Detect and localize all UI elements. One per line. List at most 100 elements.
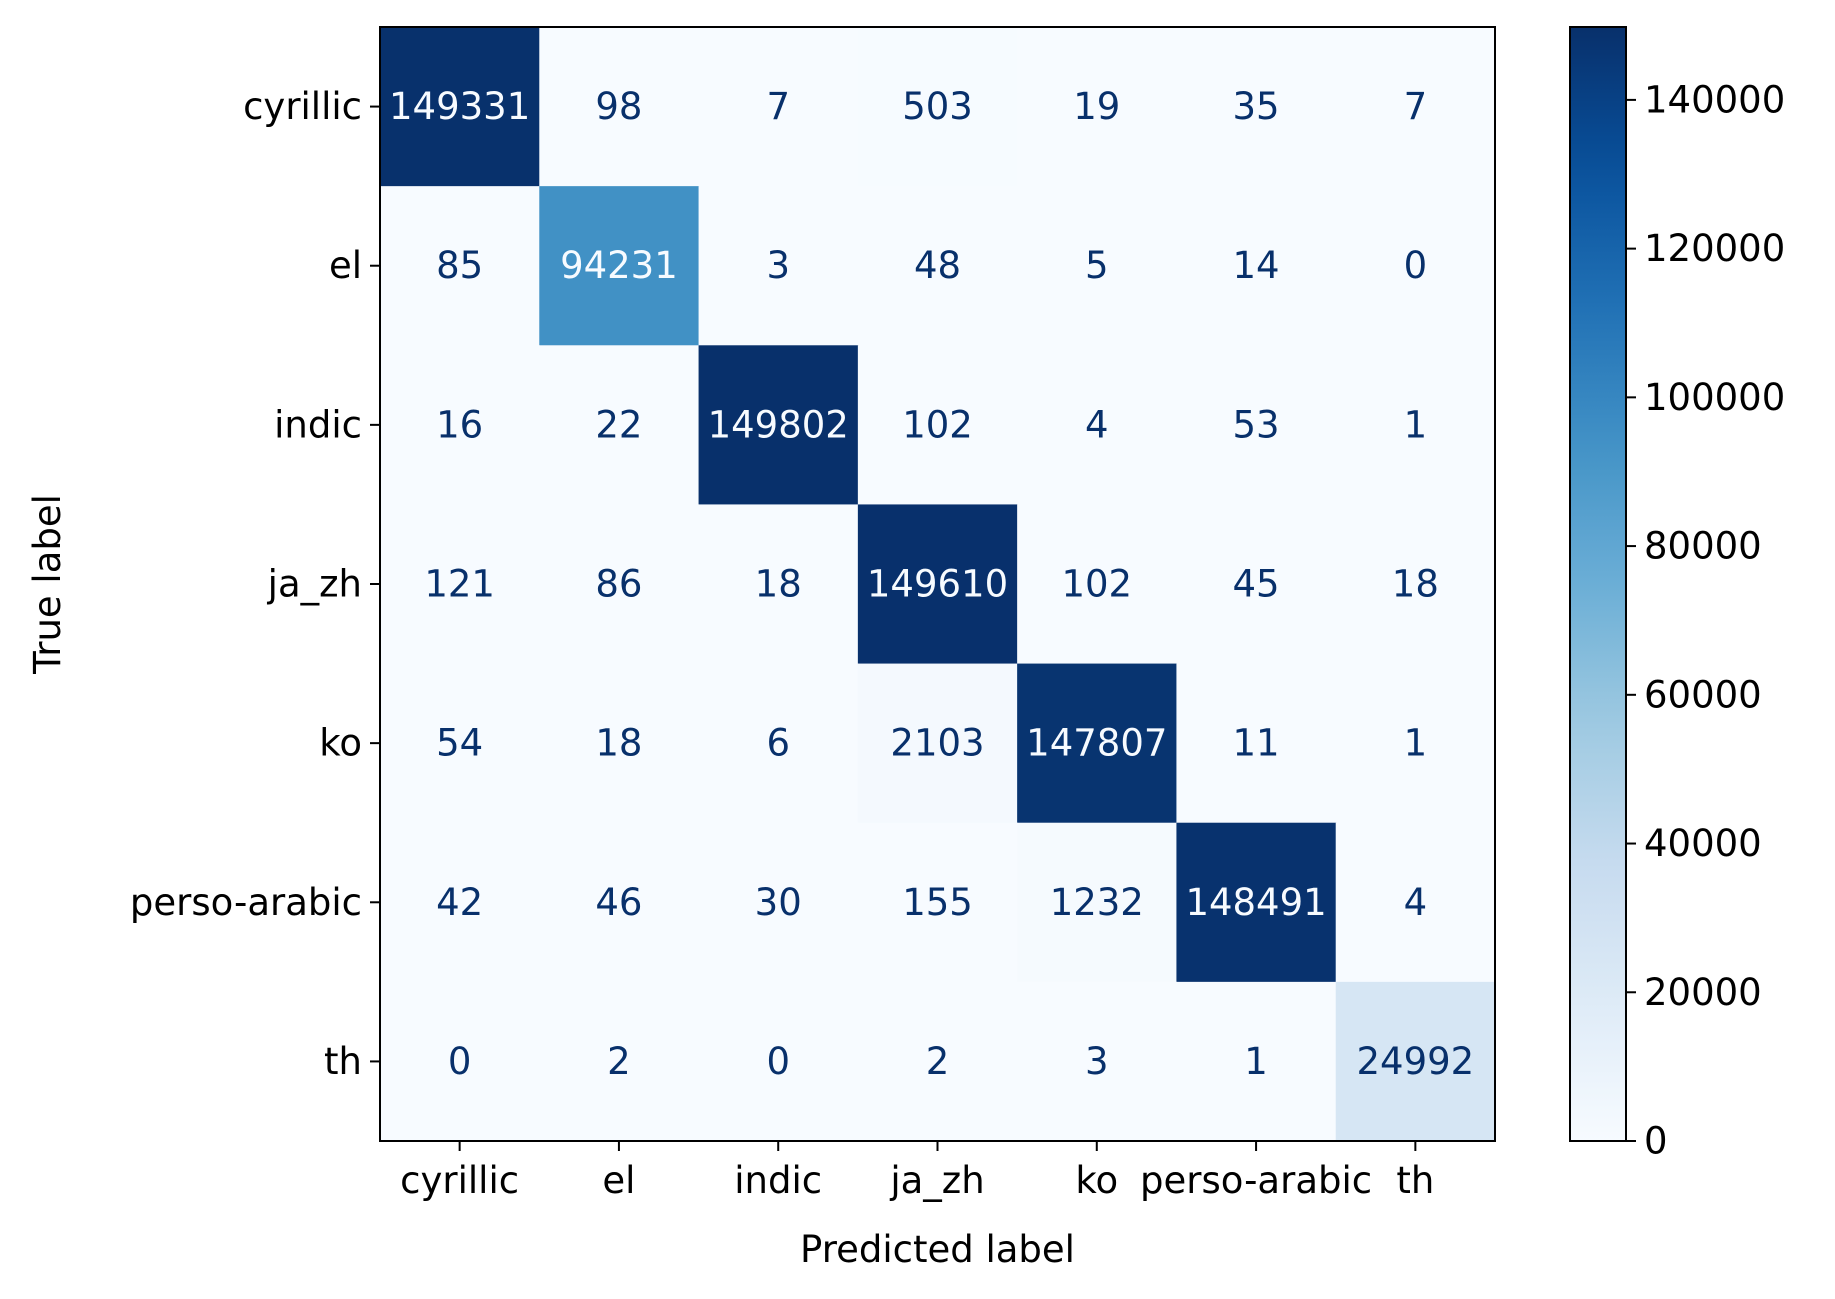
y-tick-label: ko [319,722,362,765]
heatmap-cell [698,663,859,824]
heatmap-cell [539,186,700,346]
cell-value-label: 35 [1233,85,1280,128]
heatmap-cell [857,186,1018,346]
cell-value-label: 503 [902,85,973,128]
cell-value-label: 1232 [1050,881,1144,924]
cell-value-label: 0 [766,1040,790,1083]
heatmap-cell [1176,663,1337,824]
cell-value-label: 102 [902,403,973,446]
heatmap-cell [539,663,700,824]
heatmap-cell [1335,186,1496,346]
cell-value-label: 1 [1404,403,1428,446]
cell-value-label: 1 [1244,1040,1268,1083]
cell-value-label: 2103 [890,722,984,765]
heatmap-cell [1335,822,1496,983]
cell-value-label: 24992 [1357,1040,1475,1083]
heatmap-cell [380,981,540,1142]
heatmap-cell [1017,186,1178,346]
cell-value-label: 3 [1085,1040,1109,1083]
cell-value-label: 4 [1085,403,1109,446]
cell-value-label: 11 [1233,722,1280,765]
cell-value-label: 46 [595,881,642,924]
cell-value-label: 149331 [389,85,530,128]
x-tick-label: ja_zh [889,1159,984,1202]
heatmap-cell [857,822,1018,983]
heatmap-cell [539,981,700,1142]
cell-value-label: 147807 [1026,722,1167,765]
heatmap-cell [380,504,540,665]
heatmap-cell [380,663,540,824]
y-axis-label: True label [26,494,69,675]
y-tick-label: ja_zh [267,563,362,606]
cell-value-label: 22 [595,403,642,446]
cell-value-label: 16 [436,403,483,446]
heatmap-cell [1017,27,1178,187]
colorbar-tick-label: 140000 [1644,78,1785,121]
colorbar-ticks: 0 20000 40000 60000 80000 100000 120000 140000 [1626,78,1785,1163]
colorbar-tick-label: 20000 [1644,971,1762,1014]
colorbar [1570,27,1626,1141]
colorbar-frame [1569,26,1627,1142]
x-axis-ticks: cyrillic el indic ja_zh ko perso-arabic th [400,1141,1434,1202]
cell-value-label: 98 [595,85,642,128]
cell-value-label: 18 [755,563,802,606]
cell-value-label: 0 [448,1040,472,1083]
cell-value-label: 14 [1233,244,1280,287]
x-axis-label: Predicted label [800,1228,1075,1271]
heatmap-cells [380,27,1496,1142]
heatmap-cell [857,981,1018,1142]
heatmap-cell [380,186,540,346]
cell-value-label: 7 [766,85,790,128]
cell-value-label: 42 [436,881,483,924]
cell-value-label: 53 [1233,403,1280,446]
heatmap-cell [539,345,700,506]
heatmap-cell [1335,981,1496,1142]
x-tick-label: indic [734,1159,822,1202]
heatmap-cell [1335,27,1496,187]
y-tick-label: cyrillic [243,85,362,128]
cell-value-label: 30 [755,881,802,924]
cell-value-label: 5 [1085,244,1109,287]
cell-value-label: 18 [595,722,642,765]
heatmap-cell [698,186,859,346]
heatmap-cell [857,504,1018,665]
colorbar-tick-label: 80000 [1644,525,1762,568]
cell-value-label: 149610 [867,563,1008,606]
heatmap-cell [380,27,540,187]
heatmap-cell [1017,981,1178,1142]
cell-value-label: 18 [1392,563,1439,606]
cell-value-label: 121 [424,563,495,606]
y-tick-label: perso-arabic [130,881,362,924]
heatmap-cell [1176,27,1337,187]
x-tick-label: perso-arabic [1140,1159,1372,1202]
colorbar-tick-label: 40000 [1644,822,1762,865]
cell-value-label: 2 [607,1040,631,1083]
cell-value-label: 149802 [708,403,849,446]
cell-value-label: 4 [1404,881,1428,924]
heatmap-cell [698,822,859,983]
cell-value-label: 2 [926,1040,950,1083]
cell-value-label: 3 [766,244,790,287]
x-tick-label: el [602,1159,635,1202]
heatmap-cell [1335,663,1496,824]
x-tick-label: th [1396,1159,1434,1202]
cell-value-label: 19 [1073,85,1120,128]
heatmap-cell [698,981,859,1142]
cell-value-label: 45 [1233,563,1280,606]
heatmap-cell [857,663,1018,824]
heatmap-cell [1017,663,1178,824]
heatmap-cell [1017,822,1178,983]
cell-value-label: 48 [914,244,961,287]
cell-value-label: 1 [1404,722,1428,765]
cell-value-label: 7 [1404,85,1428,128]
cell-value-label: 85 [436,244,483,287]
heatmap-cell [857,345,1018,506]
colorbar-tick-label: 100000 [1644,376,1785,419]
cell-value-label: 54 [436,722,483,765]
heatmap-cell [380,822,540,983]
heatmap-cell [1335,345,1496,506]
x-tick-label: ko [1075,1159,1118,1202]
cell-value-label: 102 [1061,563,1132,606]
